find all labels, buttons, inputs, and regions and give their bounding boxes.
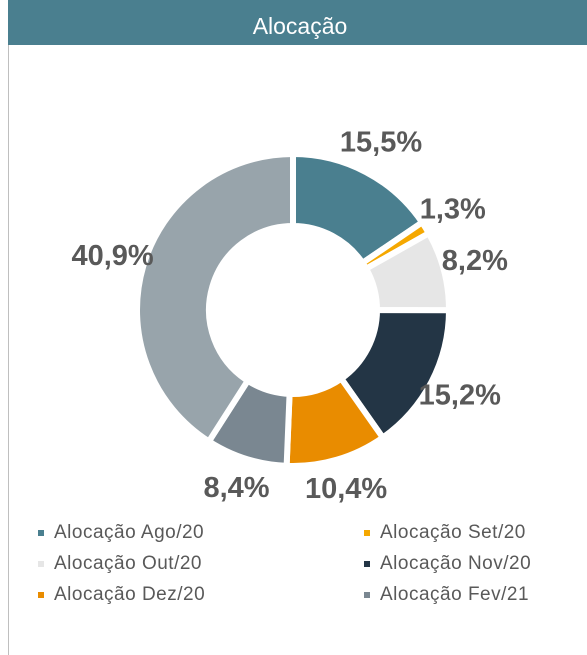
legend-label: Alocação Set/20 bbox=[380, 522, 526, 543]
value-label: 15,5% bbox=[340, 127, 422, 159]
slice bbox=[134, 150, 296, 446]
legend-marker bbox=[364, 592, 370, 598]
value-label: 15,2% bbox=[419, 379, 501, 411]
legend-marker bbox=[38, 530, 44, 536]
legend-marker bbox=[38, 561, 44, 567]
title-bar bbox=[8, 0, 587, 45]
legend-marker bbox=[364, 561, 370, 567]
legend-label: Alocação Fev/21 bbox=[380, 584, 529, 605]
legend-label: Alocação Nov/20 bbox=[380, 553, 531, 574]
value-label: 8,4% bbox=[203, 472, 269, 504]
chart-frame bbox=[8, 0, 587, 655]
chart-title: Alocação bbox=[253, 13, 348, 39]
legend-label: Alocação Dez/20 bbox=[54, 584, 205, 605]
value-label: 8,2% bbox=[442, 245, 508, 277]
legend-label: Alocação Ago/20 bbox=[54, 522, 204, 543]
legend-marker bbox=[38, 592, 44, 598]
value-label: 1,3% bbox=[420, 194, 486, 226]
legend-label: Alocação Out/20 bbox=[54, 553, 202, 574]
legend-marker bbox=[364, 530, 370, 536]
value-label: 10,4% bbox=[305, 473, 387, 505]
value-label: 40,9% bbox=[71, 240, 153, 272]
